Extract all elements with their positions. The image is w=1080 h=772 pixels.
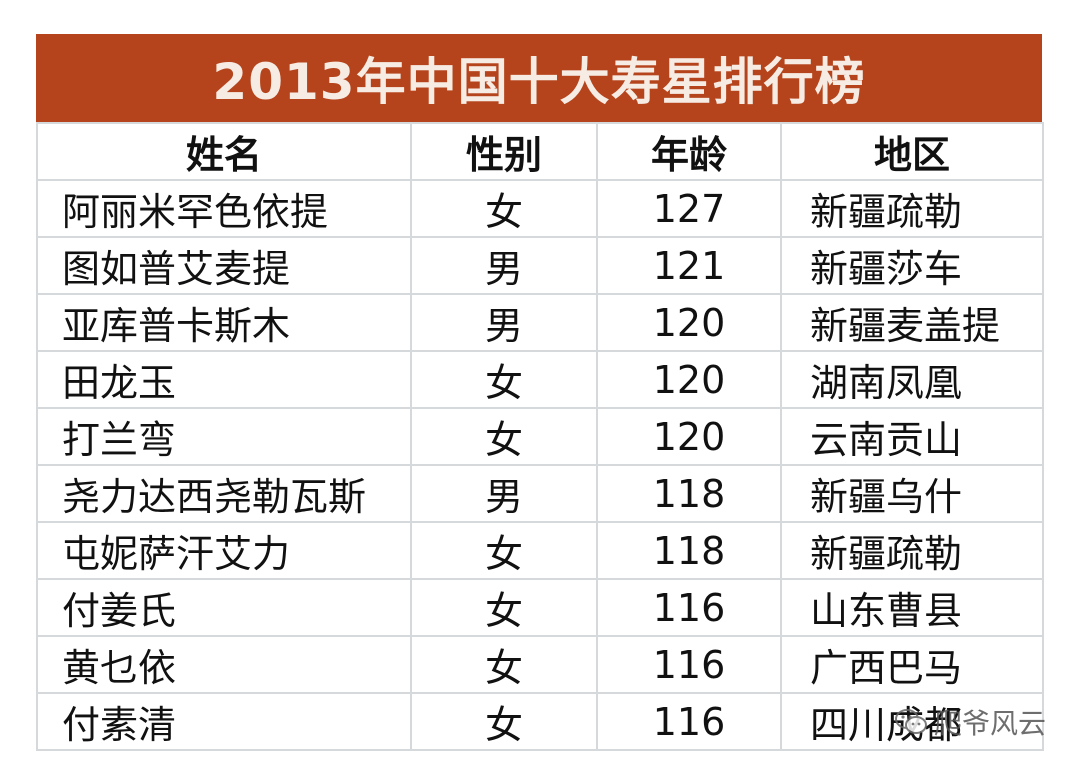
cell-name: 亚库普卡斯木	[36, 293, 412, 352]
header-name: 姓名	[36, 122, 412, 181]
table-row: 打兰弯 女 120 云南贡山	[36, 407, 1044, 466]
wechat-icon	[894, 709, 927, 734]
cell-age: 127	[596, 179, 782, 238]
cell-age: 120	[596, 293, 782, 352]
cell-sex: 女	[410, 407, 598, 466]
cell-region: 广西巴马	[780, 635, 1044, 694]
table-row: 尧力达西尧勒瓦斯 男 118 新疆乌什	[36, 464, 1044, 523]
table-row: 黄乜依 女 116 广西巴马	[36, 635, 1044, 694]
cell-name: 付素清	[36, 692, 412, 751]
cell-region: 四川成都	[780, 692, 1044, 751]
cell-sex: 男	[410, 464, 598, 523]
cell-age: 116	[596, 578, 782, 637]
table-row: 付姜氏 女 116 山东曹县	[36, 578, 1044, 637]
watermark: 爬爷风云	[894, 702, 1046, 742]
header-row: 姓名 性别 年龄 地区	[36, 122, 1044, 181]
cell-sex: 女	[410, 179, 598, 238]
table-title: 2013年中国十大寿星排行榜	[36, 34, 1042, 122]
cell-name: 尧力达西尧勒瓦斯	[36, 464, 412, 523]
cell-region: 湖南凤凰	[780, 350, 1044, 409]
table-row: 阿丽米罕色依提 女 127 新疆疏勒	[36, 179, 1044, 238]
header-sex: 性别	[410, 122, 598, 181]
cell-name: 田龙玉	[36, 350, 412, 409]
cell-region: 新疆麦盖提	[780, 293, 1044, 352]
cell-sex: 女	[410, 578, 598, 637]
cell-age: 118	[596, 521, 782, 580]
table-row: 付素清 女 116 四川成都	[36, 692, 1044, 751]
cell-name: 图如普艾麦提	[36, 236, 412, 295]
table-row: 亚库普卡斯木 男 120 新疆麦盖提	[36, 293, 1044, 352]
cell-name: 屯妮萨汗艾力	[36, 521, 412, 580]
cell-sex: 女	[410, 521, 598, 580]
cell-age: 120	[596, 350, 782, 409]
cell-age: 116	[596, 635, 782, 694]
table-row: 图如普艾麦提 男 121 新疆莎车	[36, 236, 1044, 295]
ranking-card: 2013年中国十大寿星排行榜 姓名 性别 年龄 地区 阿丽米罕色依提 女 127…	[36, 34, 1044, 751]
cell-age: 120	[596, 407, 782, 466]
cell-name: 打兰弯	[36, 407, 412, 466]
cell-sex: 女	[410, 635, 598, 694]
cell-sex: 女	[410, 692, 598, 751]
cell-region: 新疆疏勒	[780, 179, 1044, 238]
table-row: 田龙玉 女 120 湖南凤凰	[36, 350, 1044, 409]
header-region: 地区	[780, 122, 1044, 181]
cell-region: 山东曹县	[780, 578, 1044, 637]
cell-sex: 男	[410, 293, 598, 352]
table-row: 屯妮萨汗艾力 女 118 新疆疏勒	[36, 521, 1044, 580]
cell-sex: 男	[410, 236, 598, 295]
header-age: 年龄	[596, 122, 782, 181]
watermark-text: 爬爷风云	[933, 707, 1046, 740]
cell-name: 付姜氏	[36, 578, 412, 637]
cell-age: 118	[596, 464, 782, 523]
cell-region: 新疆疏勒	[780, 521, 1044, 580]
cell-region: 新疆乌什	[780, 464, 1044, 523]
ranking-table: 姓名 性别 年龄 地区 阿丽米罕色依提 女 127 新疆疏勒 图如普艾麦提 男 …	[36, 122, 1044, 751]
cell-region: 云南贡山	[780, 407, 1044, 466]
cell-sex: 女	[410, 350, 598, 409]
cell-age: 116	[596, 692, 782, 751]
cell-region: 新疆莎车	[780, 236, 1044, 295]
cell-name: 黄乜依	[36, 635, 412, 694]
cell-age: 121	[596, 236, 782, 295]
cell-name: 阿丽米罕色依提	[36, 179, 412, 238]
